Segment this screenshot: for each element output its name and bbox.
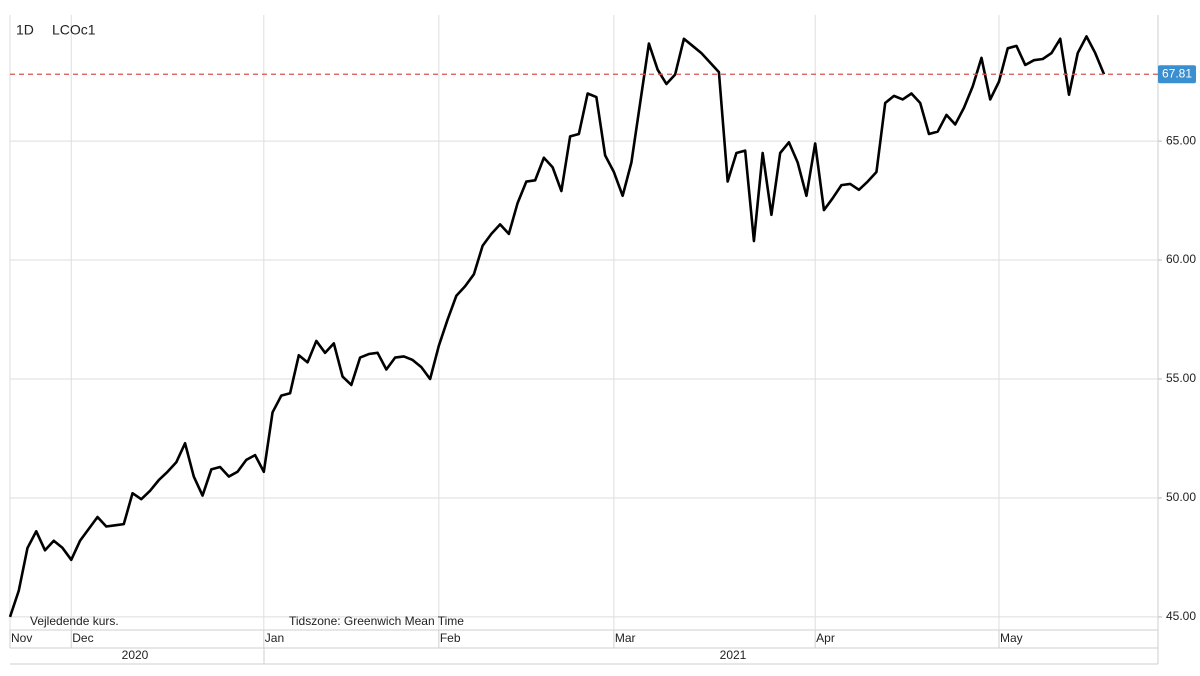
x-tick-label: Mar [615,631,636,645]
current-price-label: 67.81 [1162,66,1192,80]
price-line [8,35,1106,618]
year-label: 2020 [122,648,149,662]
x-tick-label: Apr [816,631,835,645]
plot [8,35,1158,618]
x-tick-label: Feb [440,631,461,645]
interval: 1D [16,22,34,38]
symbol: LCOc1 [52,22,96,38]
y-tick-label: 60.00 [1166,252,1196,266]
y-tick-label: 65.00 [1166,133,1196,147]
current-price-box [1158,65,1196,84]
y-tick-label: 55.00 [1166,371,1196,385]
x-tick-label: Jan [265,631,284,645]
x-tick-label: Dec [72,631,93,645]
grid [9,15,1158,630]
timezone: Tidszone: Greenwich Mean Time [289,614,464,628]
year-label: 2021 [720,648,747,662]
x-tick-label: May [1000,631,1023,645]
x-tick-label: Nov [11,631,32,645]
note: Vejledende kurs. [30,614,119,628]
y-tick-label: 45.00 [1166,609,1196,623]
y-tick-label: 50.00 [1166,490,1196,504]
